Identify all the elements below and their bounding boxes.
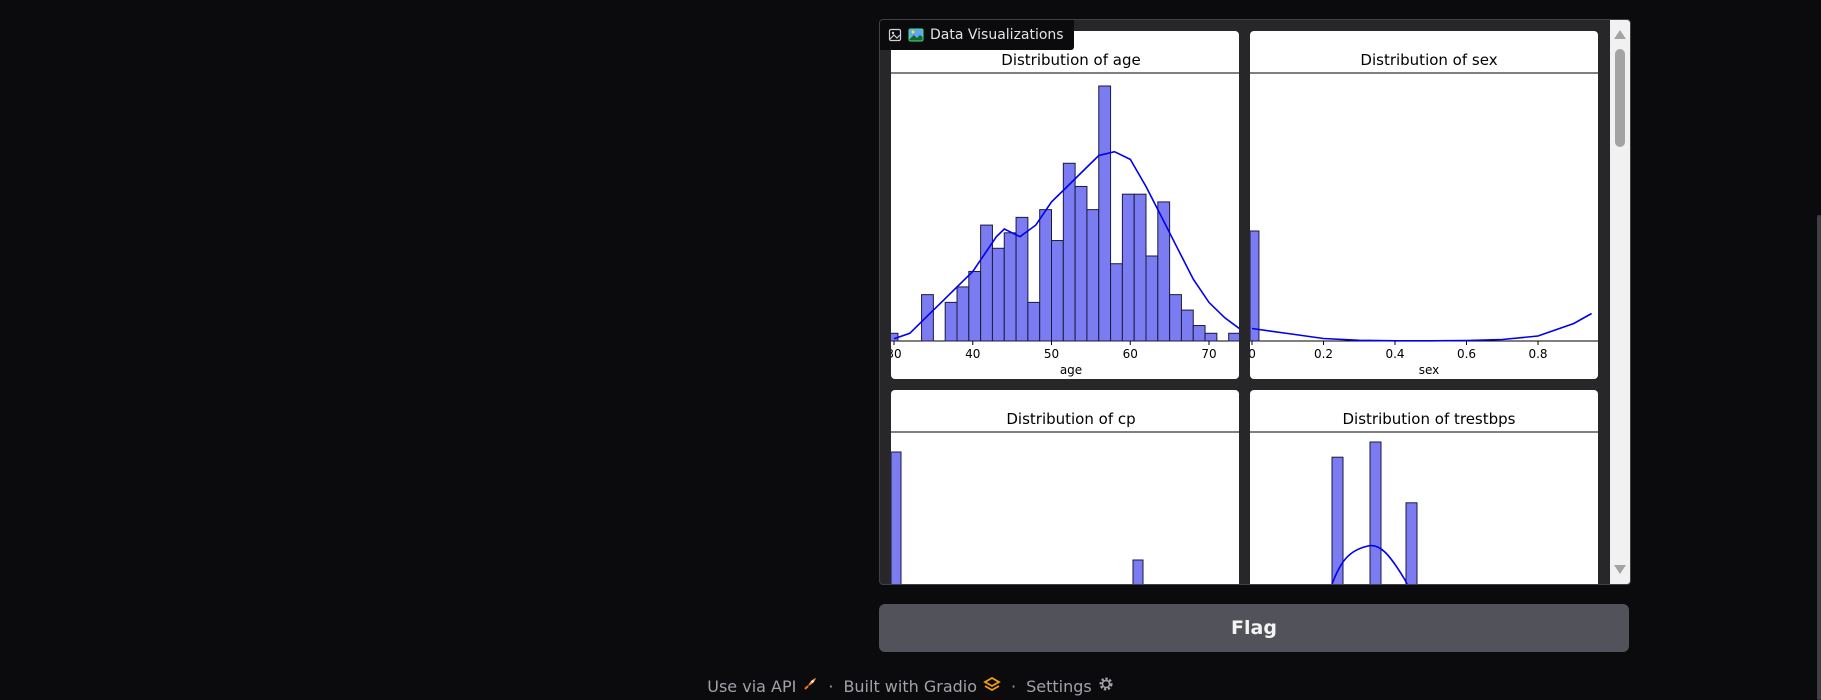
scroll-thumb[interactable] bbox=[1615, 49, 1625, 147]
histogram-bar bbox=[1192, 325, 1206, 342]
histogram-bar bbox=[1331, 456, 1344, 584]
x-tick-label: 60 bbox=[1123, 347, 1138, 361]
gallery-label-text: Data Visualizations bbox=[930, 27, 1064, 43]
histogram-bar bbox=[891, 451, 902, 584]
histogram-bar bbox=[1074, 185, 1088, 342]
histogram-bar bbox=[944, 301, 958, 342]
histogram-bar bbox=[1098, 85, 1112, 342]
x-tick-label: 40 bbox=[965, 347, 980, 361]
footer: Use via API · Built with Gradio · Settin… bbox=[0, 674, 1821, 698]
x-ticks: 30 40 50 60 70 bbox=[891, 341, 1217, 361]
bars bbox=[891, 85, 1239, 342]
histogram-bar bbox=[1015, 216, 1029, 342]
chart-title: Distribution of cp bbox=[1006, 410, 1135, 428]
histogram-bar bbox=[1369, 441, 1382, 584]
kde-line bbox=[893, 150, 1239, 340]
x-axis-label: age bbox=[1060, 363, 1082, 377]
histogram-bar bbox=[1086, 209, 1100, 342]
histogram-bar bbox=[991, 247, 1005, 342]
chart-trestbps[interactable]: Distribution of trestbps bbox=[1250, 390, 1598, 584]
histogram-bar bbox=[1027, 301, 1041, 342]
x-tick-label: 30 bbox=[891, 347, 902, 361]
built-with-gradio-text: Built with Gradio bbox=[843, 676, 978, 696]
scroll-up-arrow-icon[interactable] bbox=[1614, 30, 1626, 39]
gradio-logo-icon bbox=[983, 676, 1001, 696]
kde-line bbox=[1331, 544, 1408, 584]
chart-title: Distribution of trestbps bbox=[1342, 410, 1515, 428]
chart-age-svg: Distribution of age 30 40 50 60 70 age bbox=[891, 51, 1239, 377]
chart-sex[interactable]: Distribution of sex 0 0.2 0.4 0.6 0.8 sex bbox=[1250, 31, 1598, 379]
x-tick-label: 0.4 bbox=[1385, 347, 1404, 361]
gallery-label: Data Visualizations bbox=[880, 20, 1074, 50]
histogram-bar bbox=[968, 270, 982, 342]
chart-picture-icon bbox=[908, 27, 924, 43]
gear-icon bbox=[1098, 676, 1114, 696]
use-via-api-text: Use via API bbox=[707, 676, 797, 696]
bars bbox=[891, 451, 1144, 584]
gallery[interactable]: Data Visualizations Distribution of age … bbox=[879, 19, 1631, 585]
x-tick-label: 0.8 bbox=[1528, 347, 1547, 361]
use-via-api-link[interactable]: Use via API bbox=[707, 676, 818, 696]
bars bbox=[1331, 441, 1418, 584]
flag-button[interactable]: Flag bbox=[879, 604, 1629, 652]
x-tick-label: 0.6 bbox=[1457, 347, 1476, 361]
gallery-scrollbar[interactable] bbox=[1610, 20, 1630, 584]
x-tick-label: 0 bbox=[1250, 347, 1256, 361]
settings-link[interactable]: Settings bbox=[1026, 676, 1114, 696]
x-tick-label: 70 bbox=[1201, 347, 1216, 361]
histogram-bar bbox=[1145, 255, 1159, 342]
histogram-bar bbox=[980, 224, 993, 342]
histogram-bar bbox=[1228, 332, 1239, 342]
chart-age[interactable]: Distribution of age 30 40 50 60 70 age bbox=[891, 31, 1239, 379]
histogram-bar bbox=[1204, 332, 1218, 342]
chart-title: Distribution of age bbox=[1001, 51, 1140, 69]
histogram-bar bbox=[1180, 309, 1194, 342]
chart-title: Distribution of sex bbox=[1360, 51, 1497, 69]
histogram-bar bbox=[1110, 263, 1123, 342]
histogram-bar bbox=[1157, 201, 1171, 342]
chart-cp[interactable]: Distribution of cp bbox=[891, 390, 1239, 584]
footer-separator: · bbox=[1011, 676, 1017, 696]
histogram-bar bbox=[921, 294, 934, 342]
kde-line bbox=[1251, 312, 1592, 342]
histogram-bar bbox=[1133, 193, 1147, 342]
histogram-bar bbox=[956, 286, 970, 342]
histogram-bar bbox=[1132, 559, 1144, 584]
rocket-icon bbox=[802, 676, 818, 696]
histogram-bar bbox=[1250, 230, 1260, 342]
chart-trestbps-svg: Distribution of trestbps bbox=[1250, 410, 1598, 584]
settings-text: Settings bbox=[1026, 676, 1092, 696]
histogram-bar bbox=[1003, 232, 1017, 342]
histogram-bar bbox=[1062, 162, 1076, 342]
histogram-bar bbox=[1169, 294, 1182, 342]
histogram-bar bbox=[1051, 240, 1064, 342]
bars bbox=[1250, 230, 1260, 342]
chart-sex-svg: Distribution of sex 0 0.2 0.4 0.6 0.8 sex bbox=[1250, 51, 1598, 377]
built-with-gradio-link[interactable]: Built with Gradio bbox=[843, 676, 1001, 696]
histogram-bar bbox=[1039, 209, 1052, 342]
chart-cp-svg: Distribution of cp bbox=[891, 410, 1239, 584]
x-axis-label: sex bbox=[1419, 363, 1440, 377]
histogram-bar bbox=[1121, 193, 1135, 342]
x-tick-label: 50 bbox=[1044, 347, 1059, 361]
x-ticks: 0 0.2 0.4 0.6 0.8 bbox=[1250, 341, 1548, 361]
page-scrollbar[interactable] bbox=[1817, 215, 1821, 700]
image-icon bbox=[888, 28, 902, 42]
scroll-down-arrow-icon[interactable] bbox=[1614, 565, 1626, 574]
x-tick-label: 0.2 bbox=[1314, 347, 1333, 361]
histogram-bar bbox=[1405, 502, 1418, 584]
footer-separator: · bbox=[828, 676, 834, 696]
